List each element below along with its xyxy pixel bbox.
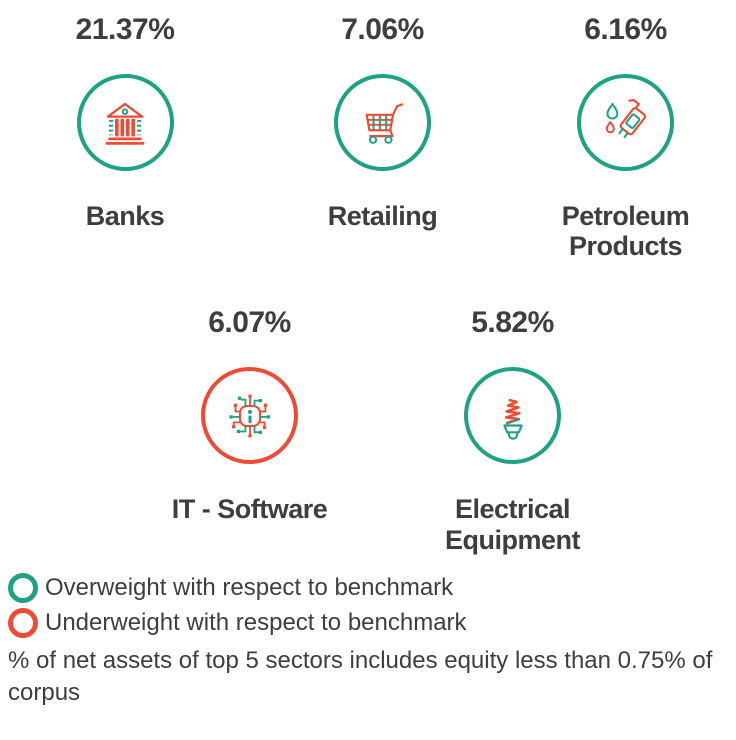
overweight-ring <box>76 74 174 171</box>
shopping-cart-icon <box>365 102 403 144</box>
sector-card-petroleum-products: 6.16% Petroleum Products <box>515 12 736 261</box>
sector-label: Petroleum Products <box>561 201 690 262</box>
top-sectors-infographic: 21.37% Banks 7.06% <box>0 12 736 740</box>
footnote: % of net assets of top 5 sectors include… <box>8 646 713 706</box>
fuel-nozzle-icon <box>605 98 646 138</box>
legend-label: Underweight with respect to benchmark <box>45 608 467 636</box>
sector-label: Retailing <box>327 201 438 231</box>
circuit-chip-icon <box>229 394 270 438</box>
overweight-ring <box>464 367 561 465</box>
sector-row-2: 6.07% <box>0 305 736 554</box>
sector-label: Electrical Equipment <box>445 494 581 555</box>
sector-card-electrical-equipment: 5.82% Electrical Equipment <box>381 305 644 554</box>
sector-pct: 21.37% <box>75 13 175 46</box>
sector-label: Banks <box>85 201 165 231</box>
bank-icon <box>105 102 145 145</box>
legend-item-underweight: Underweight with respect to benchmark <box>8 607 736 638</box>
underweight-ring <box>201 367 298 465</box>
sector-row-1: 21.37% Banks 7.06% <box>0 12 736 261</box>
sector-pct: 6.07% <box>208 306 291 340</box>
sector-card-retailing: 7.06% Retailing <box>250 12 515 261</box>
sector-pct: 6.16% <box>584 13 667 46</box>
overweight-ring <box>334 74 431 171</box>
sector-pct: 5.82% <box>471 306 554 340</box>
sector-label: IT - Software <box>171 494 328 525</box>
legend-item-overweight: Overweight with respect to benchmark <box>8 572 736 603</box>
legend-label: Overweight with respect to benchmark <box>45 573 454 601</box>
overweight-ring-icon <box>8 572 38 603</box>
cfl-bulb-icon <box>502 398 523 440</box>
sector-card-it-software: 6.07% <box>118 305 381 554</box>
underweight-ring-icon <box>8 607 38 638</box>
sector-card-banks: 21.37% Banks <box>0 12 250 261</box>
legend: Overweight with respect to benchmark Und… <box>0 572 736 638</box>
overweight-ring <box>577 74 674 171</box>
sector-pct: 7.06% <box>341 13 424 46</box>
